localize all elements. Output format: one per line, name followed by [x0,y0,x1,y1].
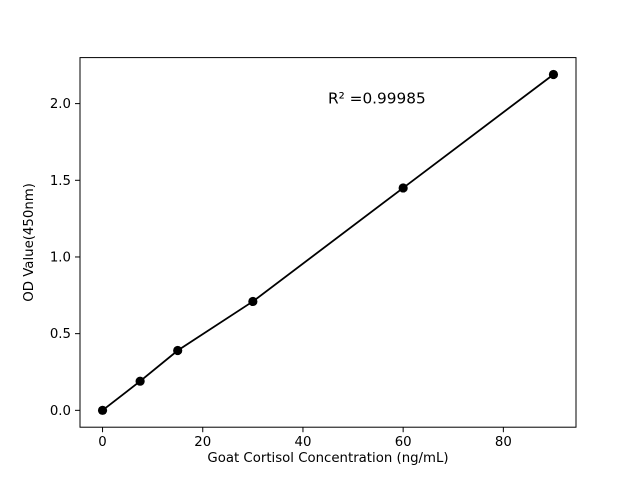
plot-frame [79,57,577,428]
data-point [173,345,183,356]
x-tick-label: 0 [98,435,106,450]
x-tick-label: 20 [194,435,211,450]
plot-area: 0 20 40 60 80 0.0 0.5 1.0 1.5 2.0 [50,69,559,450]
data-point [548,69,559,80]
data-point [398,183,408,193]
y-tick-label: 0.5 [50,327,71,342]
y-tick-label: 0.0 [50,404,71,419]
y-axis-label: OD Value(450nm) [22,183,37,302]
y-tick-label: 1.5 [50,174,71,189]
r-squared-annotation: R² =0.99985 [328,90,426,108]
x-tick-label: 40 [294,435,311,450]
data-point [97,405,108,415]
data-point [248,296,258,307]
series-line [101,73,554,412]
x-tick-label: 60 [395,435,412,450]
x-tick-label: 80 [495,435,512,450]
y-tick-label: 1.0 [50,250,71,265]
y-tick-label: 2.0 [50,97,71,112]
data-point [135,376,145,386]
x-axis-label: Goat Cortisol Concentration (ng/mL) [207,451,448,466]
